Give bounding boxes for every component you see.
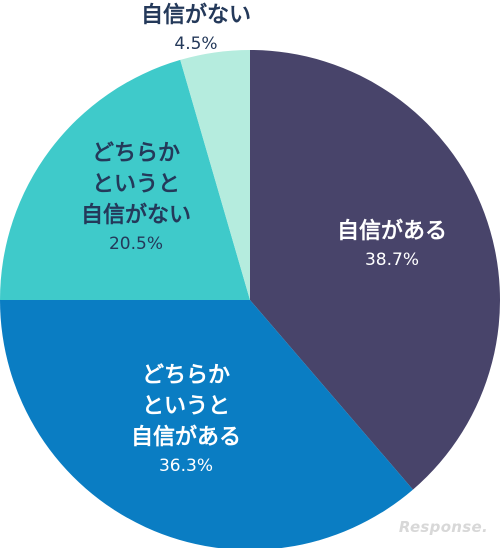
response-watermark: Response. xyxy=(398,518,488,536)
slice-label-3-line-2: というと xyxy=(92,172,180,197)
slice-label-4-line-1: 自信がない xyxy=(141,2,251,28)
pie-slice-1 xyxy=(250,50,500,490)
slice-label-3-line-3: 自信がない xyxy=(81,202,191,228)
pie-slice-3 xyxy=(0,59,250,300)
slice-label-3-line-1: どちらか xyxy=(92,141,180,166)
slice-label-2-line-1: どちらか xyxy=(142,363,230,388)
slice-value-1: 38.7% xyxy=(365,250,419,270)
pie-slice-4 xyxy=(180,50,250,300)
slice-label-2-line-3: 自信がある xyxy=(131,424,241,450)
slice-value-4: 4.5% xyxy=(174,34,217,54)
pie-slice-2 xyxy=(0,300,413,548)
slice-label-2-line-2: というと xyxy=(142,394,230,419)
slice-value-3: 20.5% xyxy=(109,234,163,254)
slice-label-1-line-1: 自信がある xyxy=(337,218,447,244)
slice-value-2: 36.3% xyxy=(159,456,213,476)
